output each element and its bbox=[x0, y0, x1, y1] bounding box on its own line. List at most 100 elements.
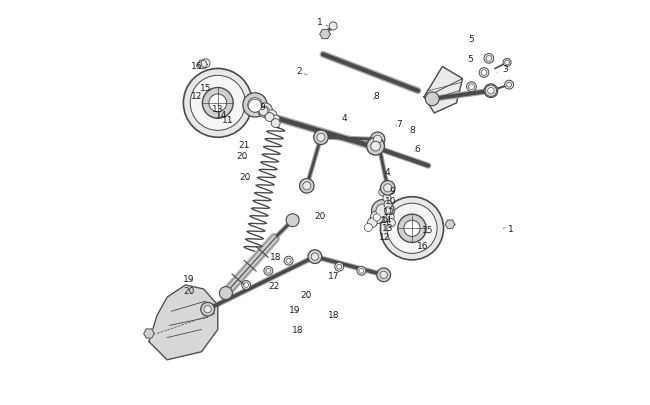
Text: 8: 8 bbox=[374, 92, 379, 101]
Circle shape bbox=[250, 101, 259, 110]
Text: 15: 15 bbox=[422, 226, 433, 234]
Text: 18: 18 bbox=[328, 310, 339, 319]
Circle shape bbox=[376, 205, 390, 218]
Circle shape bbox=[259, 107, 268, 116]
Text: 8: 8 bbox=[409, 126, 415, 135]
Circle shape bbox=[467, 83, 476, 92]
Text: 20: 20 bbox=[240, 173, 251, 182]
Text: 20: 20 bbox=[237, 151, 248, 160]
Text: 5: 5 bbox=[467, 55, 473, 64]
Polygon shape bbox=[320, 30, 330, 40]
Circle shape bbox=[258, 104, 272, 118]
Circle shape bbox=[504, 61, 510, 66]
Text: 1: 1 bbox=[317, 18, 328, 28]
Circle shape bbox=[377, 268, 391, 282]
Text: 13: 13 bbox=[382, 223, 393, 232]
Circle shape bbox=[359, 269, 364, 273]
Circle shape bbox=[503, 59, 511, 67]
Circle shape bbox=[374, 136, 382, 144]
Circle shape bbox=[266, 269, 271, 273]
Circle shape bbox=[248, 100, 261, 113]
Text: 13: 13 bbox=[212, 104, 224, 113]
Text: 1: 1 bbox=[503, 224, 514, 233]
Text: 9: 9 bbox=[389, 187, 395, 196]
Text: 5: 5 bbox=[468, 34, 474, 43]
Text: 4: 4 bbox=[385, 168, 391, 177]
Circle shape bbox=[261, 107, 269, 115]
Circle shape bbox=[387, 204, 437, 254]
Circle shape bbox=[484, 54, 494, 64]
Text: 16: 16 bbox=[417, 241, 428, 250]
Circle shape bbox=[481, 70, 487, 76]
Text: 19: 19 bbox=[289, 305, 300, 314]
Text: 7: 7 bbox=[396, 119, 402, 128]
Circle shape bbox=[264, 266, 273, 275]
Polygon shape bbox=[445, 220, 455, 229]
Circle shape bbox=[380, 181, 395, 196]
Circle shape bbox=[317, 134, 325, 142]
Circle shape bbox=[242, 281, 250, 290]
Circle shape bbox=[314, 131, 328, 145]
Circle shape bbox=[364, 224, 372, 232]
Circle shape bbox=[209, 95, 227, 113]
Circle shape bbox=[504, 81, 514, 90]
Text: 16: 16 bbox=[191, 62, 203, 70]
Circle shape bbox=[303, 182, 311, 190]
Circle shape bbox=[373, 214, 380, 222]
Circle shape bbox=[204, 306, 211, 313]
Circle shape bbox=[370, 133, 385, 147]
Text: 11: 11 bbox=[222, 116, 233, 125]
Circle shape bbox=[380, 271, 387, 279]
Text: 14: 14 bbox=[216, 111, 228, 119]
Text: 11: 11 bbox=[383, 207, 395, 216]
Circle shape bbox=[469, 85, 474, 90]
Circle shape bbox=[383, 194, 391, 202]
Circle shape bbox=[272, 116, 280, 124]
Text: 21: 21 bbox=[239, 140, 250, 149]
Circle shape bbox=[248, 98, 263, 113]
Text: 12: 12 bbox=[379, 232, 391, 241]
Circle shape bbox=[486, 86, 497, 97]
Circle shape bbox=[370, 142, 380, 151]
Circle shape bbox=[202, 88, 233, 119]
Circle shape bbox=[384, 184, 392, 192]
Text: 10: 10 bbox=[385, 197, 396, 206]
Text: 19: 19 bbox=[183, 274, 194, 283]
Text: 22: 22 bbox=[269, 281, 280, 290]
Circle shape bbox=[484, 85, 498, 98]
Circle shape bbox=[266, 111, 277, 121]
Circle shape bbox=[387, 219, 395, 227]
Polygon shape bbox=[149, 285, 218, 360]
Circle shape bbox=[265, 113, 274, 122]
Circle shape bbox=[367, 138, 385, 156]
Polygon shape bbox=[198, 61, 207, 70]
Circle shape bbox=[386, 213, 394, 222]
Circle shape bbox=[311, 254, 318, 261]
Polygon shape bbox=[144, 329, 154, 338]
Circle shape bbox=[201, 303, 214, 316]
Circle shape bbox=[372, 200, 394, 223]
Text: 4: 4 bbox=[342, 113, 350, 122]
Circle shape bbox=[357, 266, 366, 275]
Text: 18: 18 bbox=[270, 252, 281, 262]
Circle shape bbox=[367, 218, 377, 228]
Text: 20: 20 bbox=[315, 211, 326, 220]
Circle shape bbox=[286, 214, 299, 227]
Circle shape bbox=[271, 119, 280, 128]
Circle shape bbox=[337, 264, 342, 269]
Circle shape bbox=[384, 201, 392, 209]
Circle shape bbox=[380, 197, 443, 260]
Circle shape bbox=[286, 259, 291, 263]
Text: 12: 12 bbox=[191, 92, 202, 101]
Text: 20: 20 bbox=[183, 286, 194, 295]
Circle shape bbox=[379, 188, 387, 196]
Polygon shape bbox=[424, 67, 463, 114]
Circle shape bbox=[244, 283, 248, 288]
Text: 6: 6 bbox=[415, 145, 420, 154]
Circle shape bbox=[404, 221, 420, 237]
Circle shape bbox=[300, 179, 314, 194]
Circle shape bbox=[385, 207, 393, 215]
Text: 20: 20 bbox=[301, 290, 312, 299]
Circle shape bbox=[486, 56, 491, 62]
Text: 18: 18 bbox=[292, 325, 304, 334]
